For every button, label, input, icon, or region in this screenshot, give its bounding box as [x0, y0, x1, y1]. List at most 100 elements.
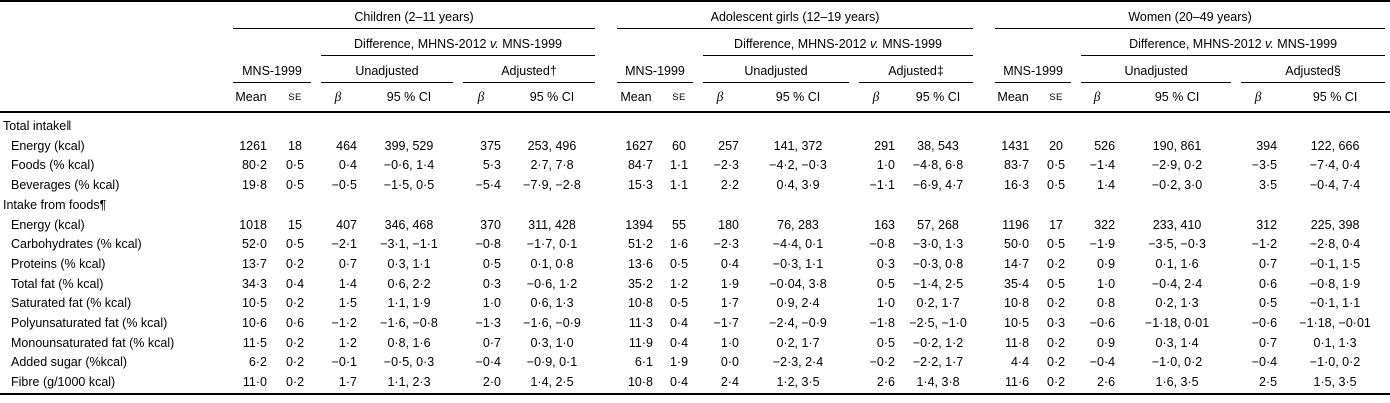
cell: 10·8 [627, 296, 653, 311]
cell: −1·2 [1251, 237, 1278, 252]
cell: 11·6 [1004, 375, 1030, 390]
cell: 225, 398 [1310, 217, 1360, 232]
table-row: Added sugar (%kcal) 6·2 0·2 −0·1 −0·5, 0·3 −0… [0, 353, 1390, 373]
cell: 0·5 [669, 256, 689, 271]
cell [1236, 196, 1280, 216]
cell: 0·5 [285, 237, 305, 252]
cell [1236, 112, 1280, 137]
row-label: Proteins (% kcal) [11, 256, 106, 271]
cell: −3·5 [1251, 158, 1278, 173]
empty-cell [990, 29, 1076, 56]
difference-label: Difference, MHNS-2012 v. MNS-1999 [1081, 29, 1386, 56]
cell: −2·2, 1·7 [912, 355, 964, 370]
column-header-row: Mean SE β 95 % CI β 95 % CI Mean SE β 95… [0, 83, 1390, 113]
difference-label: Difference, MHNS-2012 v. MNS-1999 [321, 29, 595, 56]
row-label: Fibre (g/1000 kcal) [11, 375, 116, 390]
cell: 1·0 [720, 335, 739, 350]
cell: −0·3, 0·8 [912, 256, 964, 271]
cell [228, 112, 274, 137]
table-row: Beverages (% kcal) 19·8 0·5 −0·5 −1·5, 0·5 −5… [0, 176, 1390, 196]
cell: 0·3, 1·1 [387, 256, 431, 271]
cell: 0·2, 1·7 [776, 335, 820, 350]
cell: −0·4, 7·4 [1309, 178, 1361, 193]
cell: 11·8 [1004, 335, 1030, 350]
cell: −5·4 [475, 178, 501, 193]
cell [898, 112, 978, 137]
column-spacer [978, 83, 991, 113]
cell: 35·4 [1004, 276, 1030, 291]
cell: 180 [718, 217, 739, 232]
cell: −0·4 [475, 355, 501, 370]
se-column-header: SE [660, 83, 698, 113]
cell: 0·6 [1258, 276, 1278, 291]
ci-column-header: 95 % CI [1118, 83, 1237, 113]
cell: −0·6, 1·4 [383, 158, 435, 173]
cell [612, 112, 660, 137]
cell: 0·4 [669, 335, 689, 350]
column-spacer [978, 29, 990, 56]
cell: 0·1, 1·3 [1313, 335, 1357, 350]
cell: −4·4, 0·1 [772, 237, 824, 252]
cell: 0·5 [1258, 296, 1278, 311]
unadjusted-header: Unadjusted [698, 56, 854, 83]
cell: 291 [874, 138, 895, 153]
cell: 0·5 [876, 335, 895, 350]
cell: −0·2, 1·2 [912, 335, 964, 350]
cell: 51·2 [627, 237, 653, 252]
subgroup-header-row: MNS-1999 Unadjusted Adjusted† MNS-1999 U… [0, 56, 1390, 83]
group-header-adolescent-girls: Adolescent girls (12–19 years) [612, 1, 978, 29]
cell: −2·3 [713, 158, 739, 173]
stub-cell [0, 56, 228, 83]
cell: −7·9, −2·8 [523, 178, 581, 193]
cell [274, 112, 316, 137]
cell: 122, 666 [1310, 138, 1360, 153]
cell: 0·4 [669, 316, 689, 331]
cell: 0·2, 1·3 [1155, 296, 1199, 311]
table-row: Foods (% kcal) 80·2 0·5 0·4 −0·6, 1·4 5·3 2·7,… [0, 156, 1390, 176]
cell: 2·4 [720, 375, 739, 390]
cell: 0·5 [1047, 178, 1066, 193]
cell [504, 196, 600, 216]
cell: −2·3 [713, 237, 739, 252]
row-label: Total intake‖ [3, 119, 72, 133]
cell: 1·5, 3·5 [1313, 375, 1357, 390]
cell: 34·3 [241, 276, 267, 291]
adjusted-header: Adjusted§ [1236, 56, 1390, 83]
cell: 16·3 [1004, 178, 1030, 193]
column-spacer [600, 373, 612, 394]
cell: 0·2 [285, 256, 305, 271]
cell: 0·1, 1·6 [1155, 256, 1199, 271]
cell [316, 112, 360, 137]
cell: −0·2, 3·0 [1151, 178, 1203, 193]
difference-header-women: Difference, MHNS-2012 v. MNS-1999 [1076, 29, 1390, 56]
row-label: Energy (kcal) [11, 217, 85, 232]
se-column-header: SE [274, 83, 316, 113]
cell: 84·7 [627, 158, 653, 173]
column-spacer [978, 255, 990, 275]
cell: 375 [480, 138, 501, 153]
group-header-women: Women (20–49 years) [990, 1, 1390, 29]
cell: 1018 [239, 217, 267, 232]
cell: 0·9 [1096, 335, 1116, 350]
cell: 1·9 [669, 355, 689, 370]
cell [1036, 112, 1076, 137]
cell: 1·0 [876, 296, 895, 311]
column-spacer [978, 1, 990, 29]
cell: 17 [1049, 217, 1064, 232]
cell: −1·0, 0·2 [1151, 355, 1203, 370]
empty-cell [228, 29, 316, 56]
stub-cell [0, 29, 228, 56]
cell: 1·0 [876, 158, 895, 173]
column-spacer [600, 137, 612, 157]
mns-1999-header: MNS-1999 [990, 56, 1076, 83]
column-spacer [600, 112, 612, 137]
cell: 0·3, 1·0 [530, 335, 574, 350]
column-spacer [978, 137, 990, 157]
stub-cell [0, 1, 228, 29]
cell [660, 196, 698, 216]
cell: −1·18, 0·01 [1144, 316, 1210, 331]
cell: −4·8, 6·8 [912, 158, 964, 173]
cell: 0·6, 1·3 [530, 296, 574, 311]
cell: −4·2, −0·3 [769, 158, 827, 173]
cell: 10·8 [627, 375, 653, 390]
